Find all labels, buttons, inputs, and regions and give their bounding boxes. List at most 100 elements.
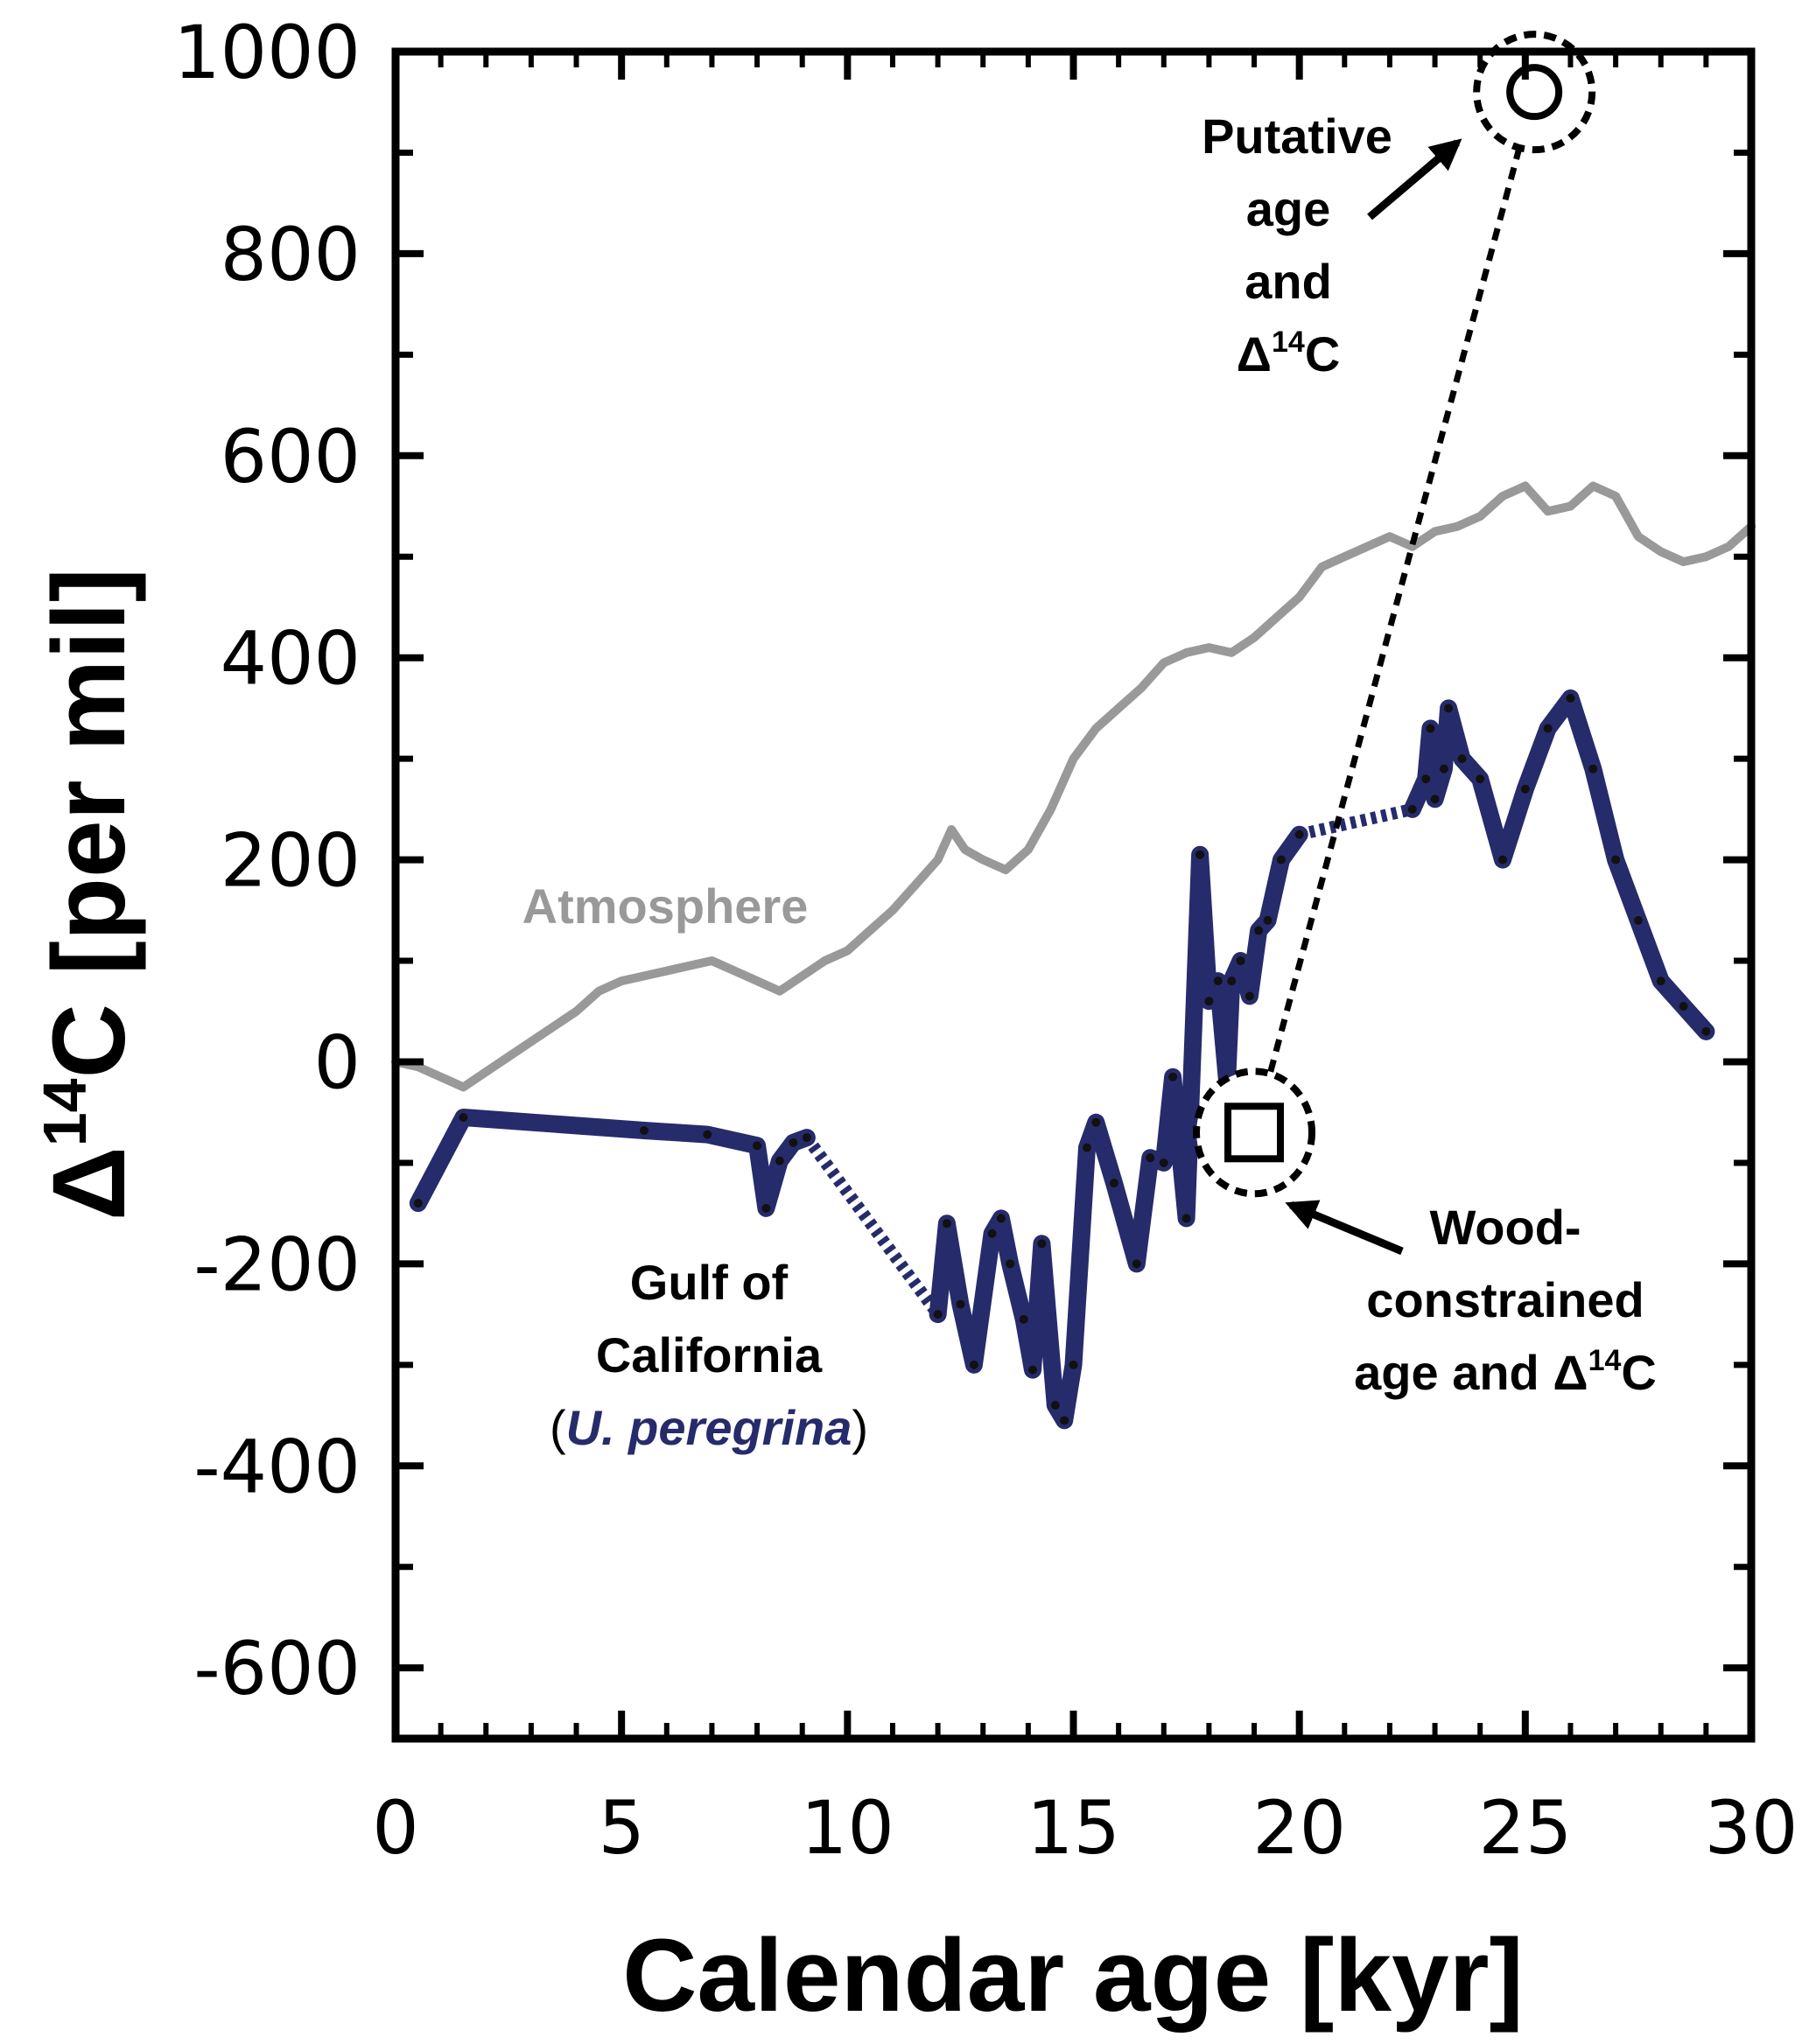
putative-label-tail: C (1305, 326, 1340, 382)
x-tick-label: 15 (1027, 1785, 1120, 1871)
gulf-label-line-1: Gulf of (630, 1255, 789, 1310)
gulf-data-point (987, 1228, 997, 1238)
gulf-data-point (1543, 724, 1553, 733)
gulf-label-paren-open: ( (550, 1400, 566, 1455)
gulf-data-point (1430, 794, 1440, 804)
gulf-data-point (1407, 804, 1417, 814)
gulf-segment-3 (1403, 689, 1715, 1040)
gulf-data-point (1426, 724, 1435, 733)
putative-label-line-2: age (1246, 181, 1331, 236)
x-tick-label: 5 (598, 1785, 644, 1871)
gulf-label-line-3: (U. peregrina) (550, 1400, 868, 1455)
gulf-data-point (1050, 1401, 1060, 1410)
x-axis-title: Calendar age [kyr] (622, 1918, 1524, 2034)
wood-label-sup: 14 (1588, 1344, 1622, 1377)
atmosphere-line (391, 481, 1756, 1092)
wood-label-tail: C (1621, 1345, 1656, 1400)
gulf-label-species: U. peregrina (566, 1400, 852, 1455)
gulf-data-point (1060, 1416, 1069, 1425)
y-axis-title-delta: Δ (32, 1146, 147, 1221)
gulf-segment-1 (409, 1109, 816, 1217)
gulf-data-point (761, 1203, 771, 1213)
y-tick-label: -400 (193, 1424, 361, 1509)
gulf-data-point (1457, 754, 1467, 764)
gulf-label: Gulf of California (U. peregrina) (550, 1255, 868, 1455)
y-tick-label: 800 (221, 212, 361, 298)
gulf-data-point (775, 1156, 784, 1166)
gulf-data-point (933, 1310, 943, 1320)
gulf-data-point (1656, 976, 1665, 986)
gulf-gap-link-1 (802, 1133, 943, 1319)
gulf-label-line-2: California (596, 1327, 823, 1382)
x-tick-label: 10 (801, 1785, 894, 1871)
gulf-data-point (1159, 1158, 1168, 1167)
gulf-data-point (1028, 1365, 1038, 1375)
gulf-gap-link-2 (1298, 803, 1414, 841)
gulf-data-point (1520, 784, 1530, 794)
gulf-data-point (1263, 915, 1273, 925)
gulf-data-point (1006, 1259, 1015, 1269)
putative-label-line-3: and (1245, 254, 1332, 309)
wood-label: Wood- constrained age and Δ14C (1354, 1200, 1657, 1400)
gulf-data-point (1019, 1314, 1028, 1324)
gulf-data-point (1294, 830, 1304, 839)
y-tick-label: 0 (314, 1019, 361, 1105)
gulf-data-point (1611, 855, 1621, 864)
putative-arrow (1367, 138, 1462, 220)
gulf-data-point (753, 1141, 762, 1151)
gulf-label-paren-close: ) (852, 1400, 868, 1455)
gulf-data-point (1277, 855, 1287, 864)
gulf-data-point (956, 1299, 965, 1309)
y-tick-label: 1000 (173, 10, 361, 95)
x-tick-labels: 0 5 10 15 20 25 30 (372, 1785, 1798, 1871)
gulf-data-point (1132, 1259, 1141, 1269)
gulf-data-point (1195, 850, 1205, 859)
putative-label: Putative age and Δ14C (1202, 108, 1392, 382)
y-axis-title-rest: C [per mil] (32, 568, 147, 1079)
gulf-data-point (1236, 956, 1245, 966)
gulf-data-point (996, 1214, 1006, 1223)
gulf-data-point (1498, 855, 1508, 864)
gulf-data-point (1146, 1153, 1155, 1163)
gulf-data-point (1069, 1360, 1078, 1369)
putative-circle-marker (1506, 64, 1563, 121)
point-markers (1193, 31, 1596, 1198)
wood-label-line-3: age and Δ14C (1354, 1344, 1657, 1400)
gulf-data-point (1701, 1026, 1711, 1036)
gulf-data-point (1439, 764, 1448, 774)
axis-ticks (392, 48, 1755, 1739)
y-tick-label: -600 (193, 1626, 361, 1712)
wood-label-delta: age and Δ (1354, 1345, 1588, 1400)
gulf-data-point (1421, 774, 1431, 784)
y-tick-labels: -600 -400 -200 0 200 400 600 800 1000 (173, 10, 361, 1712)
y-axis-title-sup: 14 (31, 1078, 99, 1146)
gulf-data-point (459, 1112, 468, 1122)
gulf-data-point (1444, 704, 1454, 713)
gulf-data-point (1254, 926, 1264, 935)
dotted-connector (1251, 91, 1538, 1134)
atmosphere-series (391, 481, 1756, 1092)
y-tick-label: -200 (193, 1222, 361, 1307)
gulf-data-point (1168, 1072, 1178, 1082)
gulf-data-point (1588, 764, 1598, 774)
gulf-data-point (1037, 1239, 1047, 1249)
gulf-data-point (1679, 1001, 1688, 1011)
gulf-data-point (1227, 976, 1237, 986)
y-tick-label: 600 (221, 414, 361, 500)
y-axis-title: Δ14C [per mil] (31, 568, 147, 1221)
gulf-data-point (969, 1360, 978, 1369)
y-tick-label: 400 (221, 616, 361, 702)
x-tick-label: 25 (1478, 1785, 1572, 1871)
putative-label-line-1: Putative (1202, 108, 1392, 164)
gulf-data-point (1245, 991, 1254, 1001)
atmosphere-label: Atmosphere (522, 878, 809, 934)
x-tick-label: 0 (372, 1785, 418, 1871)
gulf-data-point (1082, 1143, 1091, 1152)
gulf-data-point (1204, 997, 1214, 1006)
gulf-data-point (942, 1219, 951, 1228)
wood-label-line-1: Wood- (1429, 1200, 1581, 1255)
gulf-data-point (1476, 774, 1485, 784)
putative-label-delta: Δ (1237, 326, 1272, 382)
wood-square-marker (1224, 1102, 1285, 1163)
